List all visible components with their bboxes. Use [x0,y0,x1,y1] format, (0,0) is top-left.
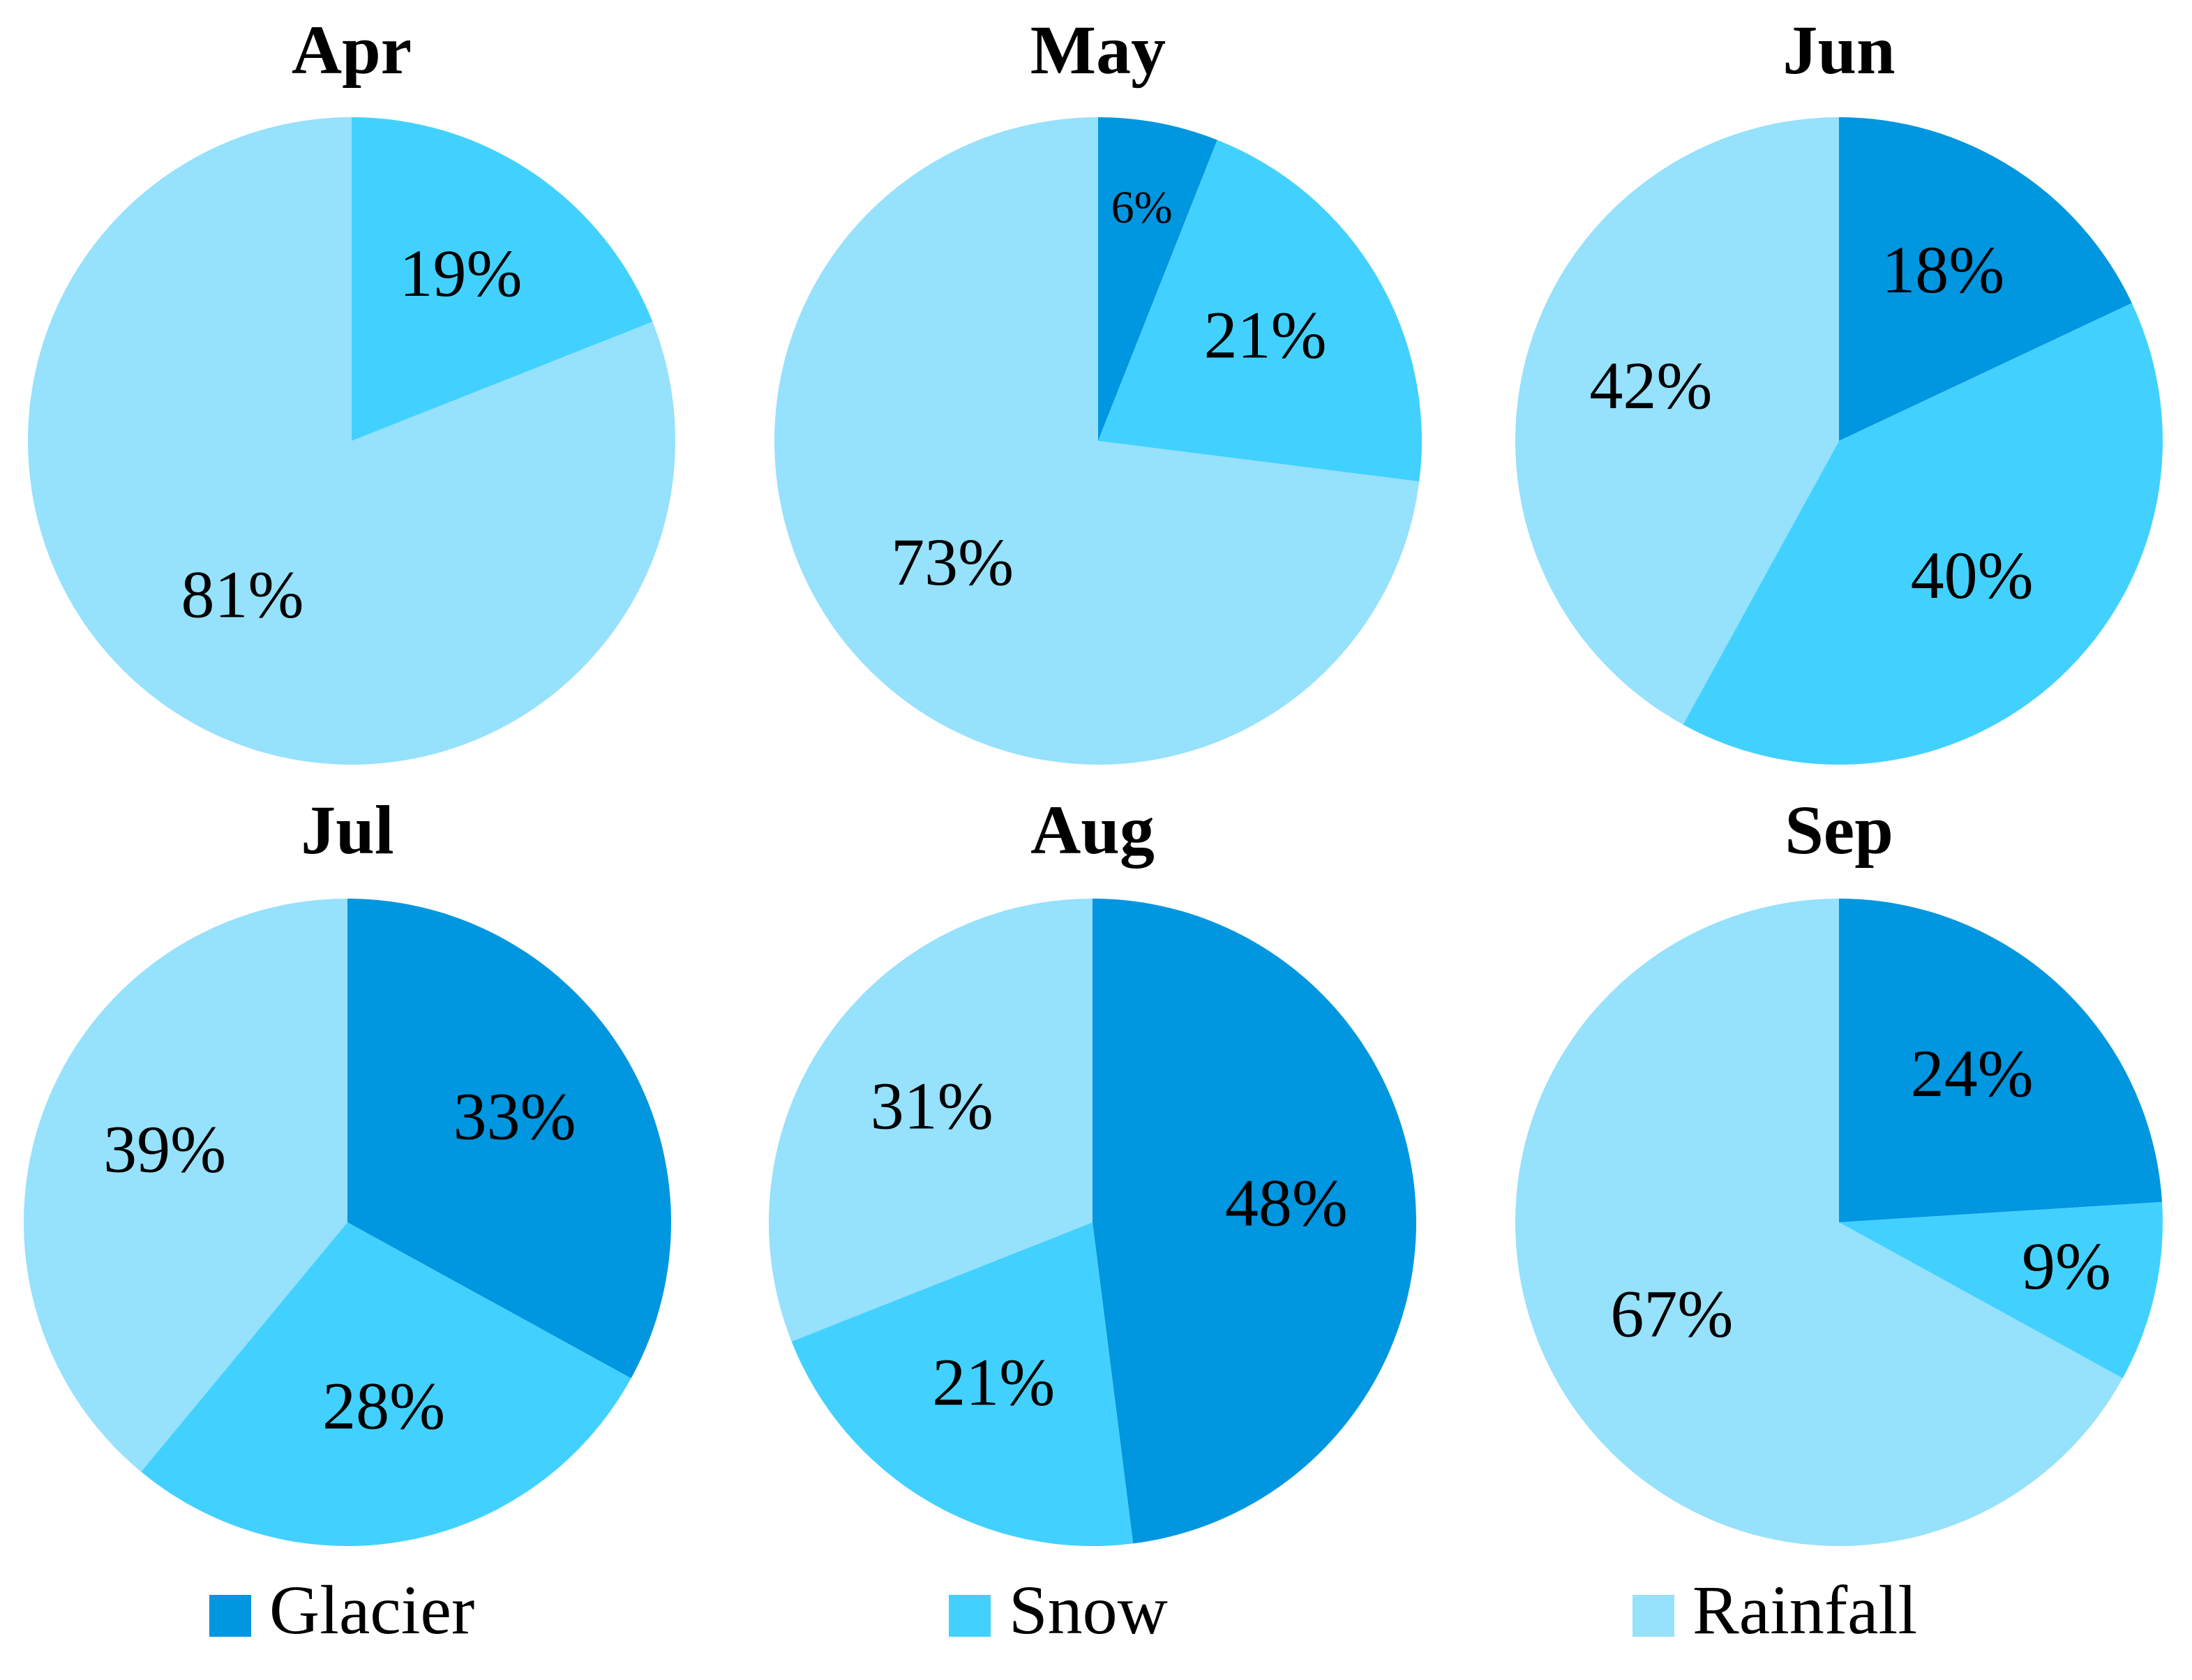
pie-slice [1683,303,2163,765]
data-label: 42% [1589,348,1712,423]
data-label: 31% [871,1069,993,1143]
pie-slice [23,899,348,1472]
data-label: 21% [1204,297,1327,372]
data-label: 67% [1610,1277,1733,1351]
pie-slice [769,899,1093,1342]
pie-slice [774,117,1420,765]
data-label: 81% [181,557,304,631]
panel-title: Jun [1782,11,1895,89]
legend-swatch [949,1595,991,1637]
data-label: 9% [2022,1229,2111,1303]
pie-slice [141,1222,631,1546]
panel-title: Aug [1030,791,1155,869]
data-label: 33% [453,1079,576,1153]
pie-slice [1839,899,2163,1222]
pie-slice [347,899,671,1379]
legend-label: Snow [1009,1571,1168,1649]
data-label: 48% [1225,1166,1348,1240]
panel-title: Jul [301,791,393,869]
data-label: 18% [1882,232,2004,307]
pie-slice [1098,140,1422,482]
panel-title: Sep [1785,791,1893,869]
data-label: 24% [1911,1036,2034,1111]
pie-slice [352,117,653,441]
data-label: 73% [891,525,1014,599]
legend-swatch [1632,1595,1674,1637]
pie-slice [1515,117,1839,725]
panel-title: Apr [292,11,412,89]
data-label: 40% [1911,538,2034,613]
data-label: 39% [103,1112,226,1187]
pie-slice [791,1222,1134,1546]
pie-slice [1098,117,1217,441]
data-label: 28% [322,1369,445,1443]
data-label: 6% [1111,182,1173,233]
pie-slice [1093,899,1417,1544]
pie-slice [1839,1201,2163,1379]
data-label: 21% [932,1345,1055,1420]
pie-slice [1515,899,2123,1546]
panel-title: May [1030,11,1166,89]
legend-label: Glacier [269,1571,474,1649]
legend-label: Rainfall [1692,1571,1917,1649]
pie-slice [1839,117,2132,441]
pie-slice [27,117,676,765]
data-label: 19% [399,236,522,310]
legend-swatch [209,1595,251,1637]
